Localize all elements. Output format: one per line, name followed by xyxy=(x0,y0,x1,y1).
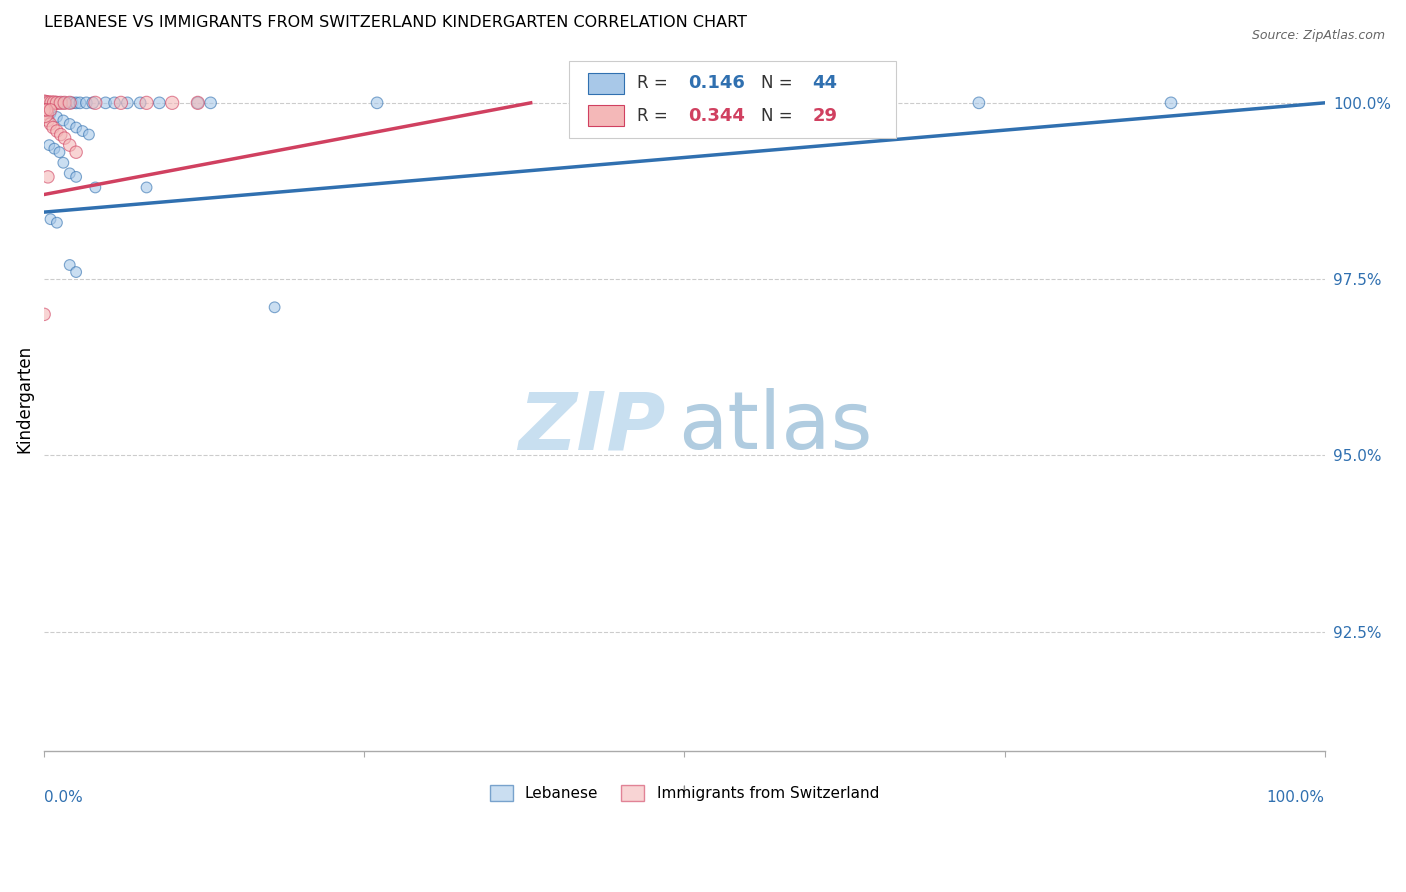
Point xyxy=(84,180,107,194)
Point xyxy=(48,145,70,160)
Point xyxy=(53,95,76,110)
Point xyxy=(32,95,55,110)
Point xyxy=(366,95,388,110)
Point xyxy=(46,95,69,110)
Text: 100.0%: 100.0% xyxy=(1267,790,1324,805)
Point xyxy=(45,95,67,110)
Point xyxy=(37,113,59,128)
Text: ZIP: ZIP xyxy=(517,388,665,467)
Point xyxy=(135,180,157,194)
Text: 0.344: 0.344 xyxy=(688,106,745,125)
Point xyxy=(42,95,65,110)
Point xyxy=(49,95,72,110)
Point xyxy=(59,95,82,110)
Point xyxy=(32,106,55,120)
Point xyxy=(52,155,75,169)
Point xyxy=(38,138,60,153)
Point xyxy=(77,128,100,142)
Bar xyxy=(588,72,624,94)
Point xyxy=(967,95,990,110)
Text: 44: 44 xyxy=(813,74,838,92)
Point xyxy=(59,166,82,180)
Point xyxy=(103,95,125,110)
FancyBboxPatch shape xyxy=(569,61,896,138)
Point xyxy=(41,95,63,110)
Point xyxy=(39,212,62,227)
Point xyxy=(44,142,66,156)
Text: 0.0%: 0.0% xyxy=(44,790,83,805)
Point xyxy=(45,216,67,230)
Point xyxy=(37,169,59,184)
Bar xyxy=(588,105,624,126)
Point xyxy=(148,95,170,110)
Point xyxy=(39,106,62,120)
Point xyxy=(49,128,72,142)
Point xyxy=(38,95,60,110)
Text: N =: N = xyxy=(761,74,799,92)
Point xyxy=(75,95,97,110)
Point xyxy=(84,95,107,110)
Point xyxy=(39,103,62,117)
Point xyxy=(49,95,72,110)
Point xyxy=(65,145,87,160)
Point xyxy=(65,265,87,279)
Point xyxy=(35,103,58,117)
Text: 29: 29 xyxy=(813,106,838,125)
Point xyxy=(59,258,82,272)
Point xyxy=(129,95,152,110)
Point xyxy=(263,301,285,315)
Point xyxy=(135,95,157,110)
Point xyxy=(65,120,87,135)
Text: LEBANESE VS IMMIGRANTS FROM SWITZERLAND KINDERGARTEN CORRELATION CHART: LEBANESE VS IMMIGRANTS FROM SWITZERLAND … xyxy=(44,15,747,30)
Text: 0.146: 0.146 xyxy=(688,74,745,92)
Point xyxy=(200,95,222,110)
Point xyxy=(45,124,67,138)
Point xyxy=(72,124,94,138)
Y-axis label: Kindergarten: Kindergarten xyxy=(15,345,32,453)
Point xyxy=(59,117,82,131)
Point xyxy=(39,95,62,110)
Text: Source: ZipAtlas.com: Source: ZipAtlas.com xyxy=(1251,29,1385,42)
Point xyxy=(52,113,75,128)
Text: R =: R = xyxy=(637,106,673,125)
Point xyxy=(1160,95,1182,110)
Point xyxy=(35,95,58,110)
Point xyxy=(44,95,66,110)
Point xyxy=(160,95,183,110)
Point xyxy=(117,95,139,110)
Point xyxy=(82,95,104,110)
Point xyxy=(69,95,91,110)
Point xyxy=(59,95,82,110)
Point xyxy=(94,95,117,110)
Point xyxy=(45,110,67,124)
Text: N =: N = xyxy=(761,106,799,125)
Point xyxy=(187,95,209,110)
Point xyxy=(37,95,59,110)
Point xyxy=(53,95,76,110)
Text: atlas: atlas xyxy=(678,388,872,467)
Text: R =: R = xyxy=(637,74,673,92)
Point xyxy=(110,95,132,110)
Point xyxy=(53,131,76,145)
Point xyxy=(32,106,55,120)
Point xyxy=(32,307,55,321)
Point xyxy=(39,117,62,131)
Point xyxy=(60,95,83,110)
Point xyxy=(32,95,55,110)
Point xyxy=(59,138,82,153)
Point xyxy=(65,95,87,110)
Point xyxy=(65,169,87,184)
Point xyxy=(32,103,55,117)
Point xyxy=(45,95,67,110)
Point xyxy=(187,95,209,110)
Point xyxy=(42,120,65,135)
Legend: Lebanese, Immigrants from Switzerland: Lebanese, Immigrants from Switzerland xyxy=(484,779,884,807)
